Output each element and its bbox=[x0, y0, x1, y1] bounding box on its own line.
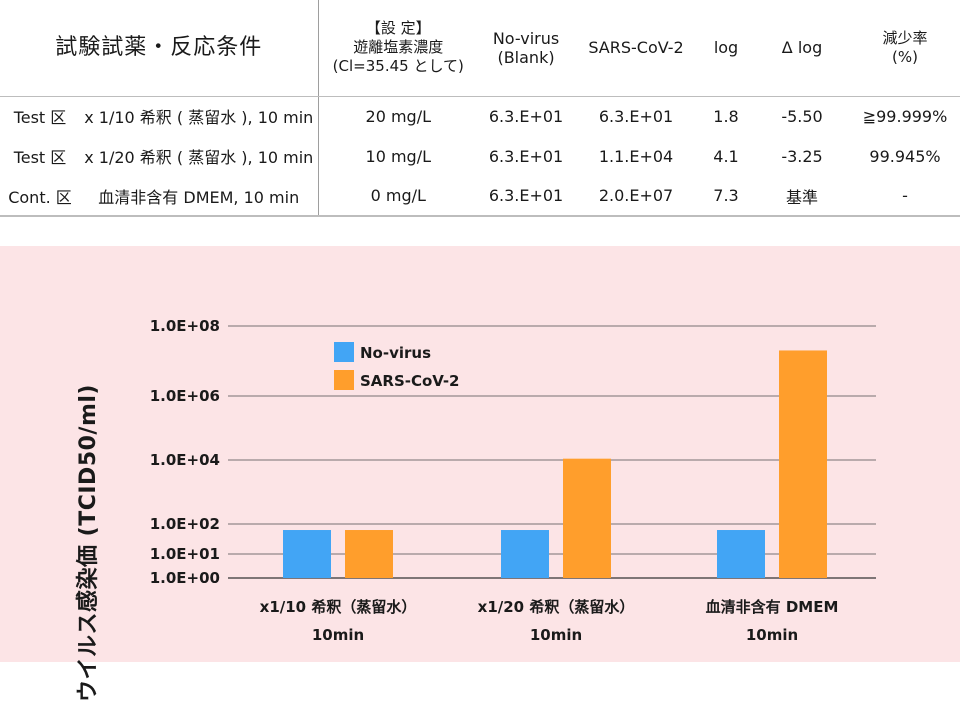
chart-panel: ウイルス感染価 (TCID50/ml) 1.0E+00 1.0E+01 1.0E+0… bbox=[0, 246, 960, 702]
row-condition: x 1/10 希釈 ( 蒸留水 ), 10 min bbox=[80, 96, 319, 136]
header-no-virus: No-virus (Blank) bbox=[478, 0, 575, 97]
bar-no-virus bbox=[717, 530, 765, 578]
row-reduction: 99.945% bbox=[869, 146, 941, 166]
bar-no-virus bbox=[283, 530, 331, 578]
legend-label: No-virus bbox=[360, 344, 431, 362]
row-log: 1.8 bbox=[713, 106, 739, 126]
row-sars: 2.0.E+07 bbox=[574, 176, 699, 217]
legend-swatch bbox=[334, 370, 354, 390]
legend-label: SARS-CoV-2 bbox=[360, 372, 460, 390]
header-no-virus-line2: (Blank) bbox=[497, 47, 555, 67]
row-delta-log: 基準 bbox=[754, 176, 851, 217]
row-group: Cont. 区 bbox=[0, 176, 80, 217]
results-table-section: 試験試薬・反応条件 【設 定】 遊離塩素濃度 (Cl=35.45 として) No… bbox=[0, 0, 960, 232]
row-log: 7.3 bbox=[698, 176, 755, 217]
header-sars: SARS-CoV-2 bbox=[574, 0, 699, 97]
section-gap bbox=[0, 232, 960, 246]
header-setting: 【設 定】 遊離塩素濃度 (Cl=35.45 として) bbox=[318, 0, 479, 97]
bar-sars-cov-2 bbox=[345, 530, 393, 578]
row-sars: 1.1.E+04 bbox=[598, 146, 674, 166]
x-category-label: 血清非含有 DMEM bbox=[706, 598, 839, 616]
header-delta-log: Δ log bbox=[754, 0, 851, 97]
header-reduction-line2: (%) bbox=[892, 47, 918, 66]
x-category-sublabel: 10min bbox=[312, 626, 364, 644]
row-no-virus: 6.3.E+01 bbox=[478, 176, 575, 217]
bar-sars-cov-2 bbox=[779, 350, 827, 578]
header-setting-line3: (Cl=35.45 として) bbox=[332, 57, 464, 76]
header-setting-line2: 遊離塩素濃度 bbox=[353, 38, 444, 57]
row-setting: 0 mg/L bbox=[318, 176, 479, 217]
row-setting: 10 mg/L bbox=[365, 146, 432, 166]
bar-no-virus bbox=[501, 530, 549, 578]
row-group: Test 区 bbox=[13, 108, 67, 128]
header-reduction-line1: 減少率 bbox=[882, 28, 928, 47]
y-tick-label: 1.0E+04 bbox=[150, 451, 220, 469]
row-no-virus: 6.3.E+01 bbox=[488, 146, 564, 166]
row-condition: x 1/20 希釈 ( 蒸留水 ), 10 min bbox=[80, 136, 319, 176]
table-row: Test 区 x 1/10 希釈 ( 蒸留水 ), 10 min 20 mg/L… bbox=[0, 96, 960, 136]
row-delta-log: -3.25 bbox=[781, 146, 823, 166]
row-log: 4.1 bbox=[713, 146, 739, 166]
x-category-label: x1/10 希釈（蒸留水） bbox=[260, 598, 417, 616]
header-setting-line1: 【設 定】 bbox=[365, 19, 431, 38]
y-tick-label: 1.0E+06 bbox=[150, 387, 220, 405]
row-setting: 20 mg/L bbox=[365, 106, 432, 126]
row-reduction: ≧99.999% bbox=[862, 106, 948, 126]
row-reduction: - bbox=[850, 176, 960, 217]
bar-sars-cov-2 bbox=[563, 458, 611, 578]
header-no-virus-line1: No-virus bbox=[492, 28, 560, 48]
results-table: 試験試薬・反応条件 【設 定】 遊離塩素濃度 (Cl=35.45 として) No… bbox=[0, 0, 960, 217]
header-condition-text: 試験試薬・反応条件 bbox=[55, 35, 263, 61]
y-tick-label: 1.0E+01 bbox=[150, 545, 220, 563]
row-delta-log: -5.50 bbox=[781, 106, 823, 126]
header-log: log bbox=[698, 0, 755, 97]
x-category-sublabel: 10min bbox=[746, 626, 798, 644]
table-row: Test 区 x 1/20 希釈 ( 蒸留水 ), 10 min 10 mg/L… bbox=[0, 136, 960, 176]
row-condition: 血清非含有 DMEM, 10 min bbox=[80, 176, 319, 217]
row-no-virus: 6.3.E+01 bbox=[488, 106, 564, 126]
x-category-label: x1/20 希釈（蒸留水） bbox=[478, 598, 635, 616]
row-sars: 6.3.E+01 bbox=[598, 106, 674, 126]
bar-chart: 1.0E+00 1.0E+01 1.0E+02 1.0E+04 1.0E+06 1.0E+… bbox=[150, 317, 876, 644]
row-group: Test 区 bbox=[13, 148, 67, 167]
y-tick-label: 1.0E+00 bbox=[150, 569, 220, 587]
y-tick-label: 1.0E+02 bbox=[150, 515, 220, 533]
table-header-row: 試験試薬・反応条件 【設 定】 遊離塩素濃度 (Cl=35.45 として) No… bbox=[0, 0, 960, 97]
header-condition: 試験試薬・反応条件 bbox=[0, 0, 319, 97]
legend-swatch bbox=[334, 342, 354, 362]
table-row: Cont. 区 血清非含有 DMEM, 10 min 0 mg/L 6.3.E+… bbox=[0, 176, 960, 217]
header-reduction: 減少率 (%) bbox=[850, 0, 960, 97]
x-category-sublabel: 10min bbox=[530, 626, 582, 644]
y-tick-label: 1.0E+08 bbox=[150, 317, 220, 335]
